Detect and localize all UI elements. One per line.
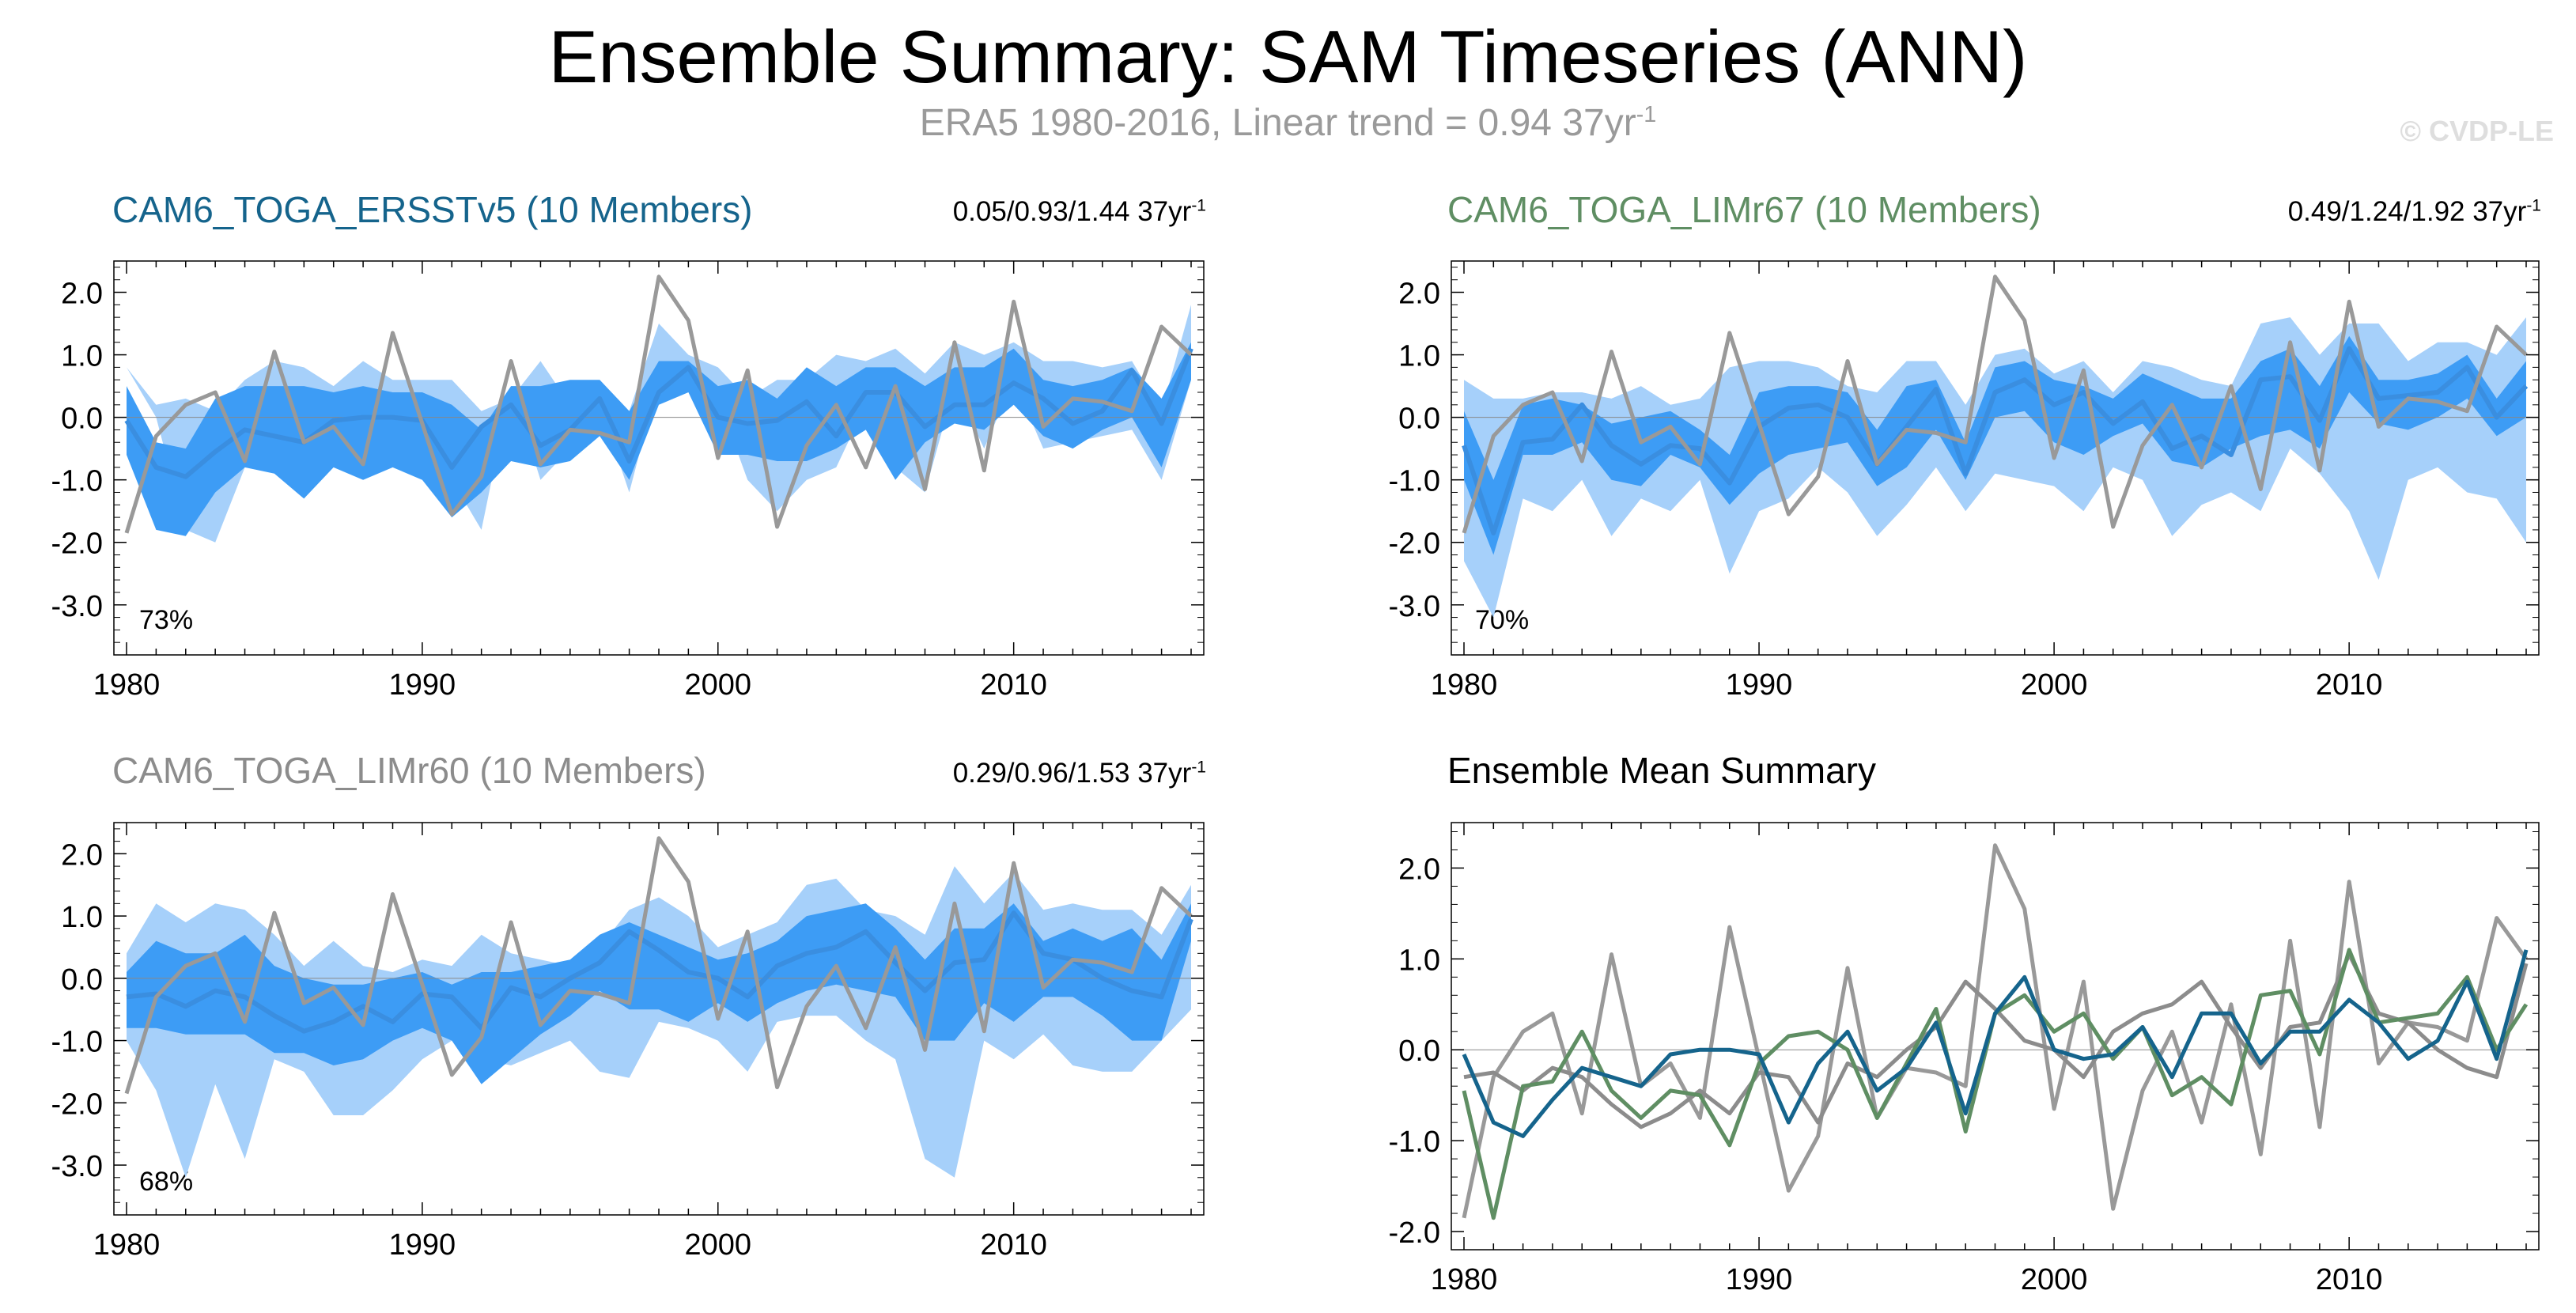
panel-title-summary: Ensemble Mean Summary <box>1447 750 1876 791</box>
series-line-ersst <box>1462 949 2529 1138</box>
ytick-label-limr67: 2.0 <box>1398 278 1440 311</box>
ensemble-mean-line-limr67 <box>1462 346 2529 535</box>
subtitle-text: ERA5 1980-2016, Linear trend = 0.94 37yr <box>919 102 1636 144</box>
chart-ersst: 2.0 1.0 0.0 -1.0 -2.0 -3.0 1980 1990 2000 2010 <box>51 260 1205 702</box>
band-p10-p90-limr60 <box>127 903 1191 1084</box>
ytick-label-ersst: 0.0 <box>61 403 103 436</box>
ytick-label-limr60: -2.0 <box>51 1088 103 1121</box>
trend-text-limr67: 0.49/1.24/1.92 37yr <box>2287 196 2527 227</box>
xtick-label-limr67: 2010 <box>2316 668 2383 702</box>
pct-label-limr67: 70% <box>1475 605 1530 635</box>
trend-text-limr60: 0.29/0.96/1.53 37yr <box>952 758 1192 789</box>
xtick-label-limr67: 1980 <box>1431 668 1498 702</box>
page-subtitle: ERA5 1980-2016, Linear trend = 0.94 37yr… <box>0 101 2576 145</box>
ytick-label-limr67: -3.0 <box>1389 590 1440 623</box>
xtick-label-summary: 2010 <box>2316 1263 2383 1296</box>
ytick-label-ersst: -3.0 <box>51 590 103 623</box>
ytick-label-ersst: 1.0 <box>61 340 103 373</box>
ytick-label-limr60: 2.0 <box>61 838 103 872</box>
ytick-label-summary: 0.0 <box>1398 1035 1440 1068</box>
xtick-label-ersst: 2000 <box>685 668 752 702</box>
era5-line-ersst <box>124 274 1193 534</box>
chart-limr60: 2.0 1.0 0.0 -1.0 -2.0 -3.0 1980 1990 2000 2010 <box>51 822 1205 1262</box>
xtick-label-summary: 2000 <box>2021 1263 2088 1296</box>
ytick-label-ersst: -1.0 <box>51 465 103 498</box>
series-line-obs <box>1462 843 2529 1219</box>
band-p10-p90-limr67 <box>1464 335 2526 555</box>
ytick-label-limr60: -3.0 <box>51 1150 103 1183</box>
ytick-label-limr60: 1.0 <box>61 901 103 934</box>
band-p10-p90-ersst <box>127 342 1191 536</box>
ytick-label-summary: 2.0 <box>1398 853 1440 886</box>
ytick-label-summary: 1.0 <box>1398 944 1440 977</box>
ytick-label-summary: -1.0 <box>1389 1126 1440 1159</box>
era5-line-limr67 <box>1462 274 2528 534</box>
ensemble-mean-line-limr60 <box>126 910 1193 1034</box>
xtick-label-ersst: 1990 <box>389 668 456 702</box>
ytick-label-limr67: -2.0 <box>1389 528 1440 561</box>
ytick-label-limr60: -1.0 <box>51 1026 103 1059</box>
xtick-label-ersst: 2010 <box>980 668 1047 702</box>
xtick-label-summary: 1990 <box>1726 1263 1793 1296</box>
series-line-limr67 <box>1462 948 2529 1220</box>
ytick-label-limr67: 1.0 <box>1398 340 1440 373</box>
xtick-label-summary: 1980 <box>1431 1263 1498 1296</box>
ytick-label-limr67: 0.0 <box>1398 403 1440 436</box>
xtick-label-limr60: 2010 <box>980 1228 1047 1262</box>
ytick-label-limr60: 0.0 <box>61 963 103 997</box>
trend-sup-ersst: -1 <box>1191 196 1206 215</box>
watermark: © CVDP-LE <box>2400 115 2554 147</box>
subtitle-superscript: -1 <box>1636 102 1657 127</box>
chart-summary: 2.0 1.0 0.0 -1.0 -2.0 1980 1990 2000 2010 <box>1389 822 2540 1296</box>
page-title: Ensemble Summary: SAM Timeseries (ANN) <box>548 15 2028 98</box>
ytick-label-ersst: 2.0 <box>61 278 103 311</box>
trend-label-limr67: 0.49/1.24/1.92 37yr-1 <box>2288 196 2541 228</box>
ytick-label-limr67: -1.0 <box>1389 465 1440 498</box>
panel-title-limr60: CAM6_TOGA_LIMr60 (10 Members) <box>112 750 706 791</box>
chart-limr67: 2.0 1.0 0.0 -1.0 -2.0 -3.0 1980 1990 2000 2010 <box>1389 260 2540 702</box>
trend-sup-limr67: -1 <box>2526 196 2541 215</box>
trend-label-ersst: 0.05/0.93/1.44 37yr-1 <box>953 196 1206 228</box>
ytick-label-ersst: -2.0 <box>51 528 103 561</box>
xtick-label-limr60: 1980 <box>93 1228 161 1262</box>
trend-text-ersst: 0.05/0.93/1.44 37yr <box>952 196 1192 227</box>
panel-title-ersst: CAM6_TOGA_ERSSTv5 (10 Members) <box>112 189 753 230</box>
xtick-label-limr67: 1990 <box>1726 668 1793 702</box>
trend-label-limr60: 0.29/0.96/1.53 37yr-1 <box>953 758 1206 789</box>
xtick-label-limr67: 2000 <box>2021 668 2088 702</box>
trend-sup-limr60: -1 <box>1191 758 1206 777</box>
panel-title-limr67: CAM6_TOGA_LIMr67 (10 Members) <box>1447 189 2041 230</box>
band-min-max-limr60 <box>127 866 1191 1178</box>
ytick-label-summary: -2.0 <box>1389 1217 1440 1250</box>
era5-line-limr60 <box>124 836 1193 1095</box>
xtick-label-limr60: 1990 <box>389 1228 456 1262</box>
xtick-label-ersst: 1980 <box>93 668 161 702</box>
pct-label-ersst: 73% <box>139 605 194 635</box>
xtick-label-limr60: 2000 <box>685 1228 752 1262</box>
